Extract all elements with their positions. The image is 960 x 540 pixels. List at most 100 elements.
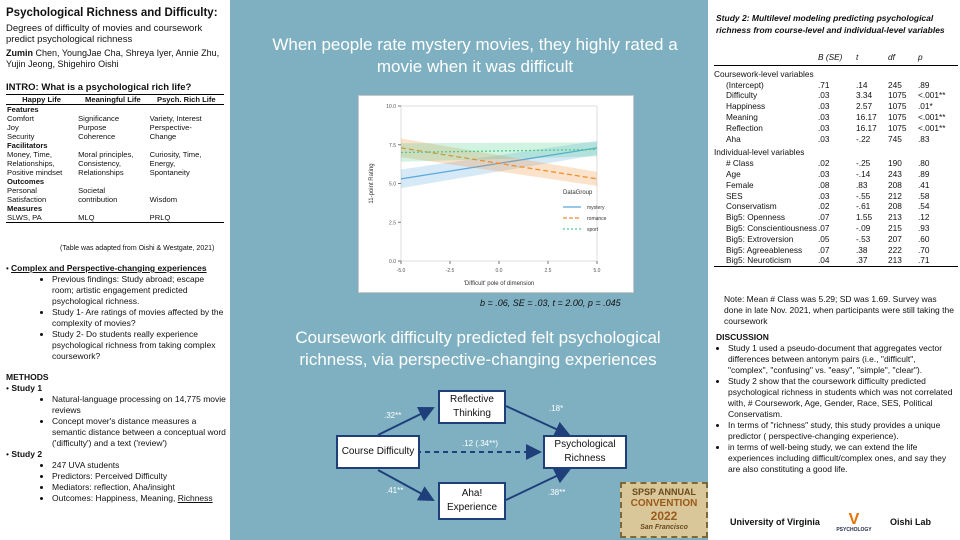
table-cell: -.55: [856, 190, 871, 201]
table-cell: .05: [818, 233, 830, 244]
col-header: B (SE): [818, 52, 856, 66]
mediation-arrows: [377, 405, 571, 501]
table-cell: contribution: [78, 195, 118, 204]
table-cell: Variety, Interest: [149, 114, 202, 123]
table-cell: -.14: [856, 168, 871, 179]
table-cell: 245: [888, 79, 902, 90]
study2-list: 247 UVA students Predictors: Perceived D…: [6, 460, 228, 504]
list-item: 247 UVA students: [52, 460, 228, 471]
arrow-course-aha: [377, 469, 435, 501]
table-row: Age .03 -.14 243 .89: [714, 169, 958, 180]
headline-study2: Coursework difficulty predicted felt psy…: [295, 328, 661, 369]
list-item: in terms of well-being study, we can ext…: [728, 442, 954, 475]
table-cell: Consistency,: [78, 159, 122, 168]
complex-heading: Complex and Perspective-changing experie…: [11, 263, 207, 273]
table-cell: .03: [818, 111, 830, 122]
table-row: Security Coherence Change: [6, 132, 224, 141]
col-header: df: [888, 52, 918, 66]
table-cell: Big5: Neuroticism: [714, 255, 818, 268]
discussion-section: DISCUSSION Study 1 used a pseudo-documen…: [716, 332, 954, 475]
y-tick-label: 0.0: [389, 259, 396, 265]
table-section-row: Facilitators: [6, 141, 224, 150]
intro-table-header: Happy Life Meaningful Life Psych. Rich L…: [6, 94, 224, 105]
series-line: [400, 148, 598, 154]
headline-study1: When people rate mystery movies, they hi…: [272, 35, 678, 76]
table-cell: .03: [818, 133, 830, 144]
table-cell: .03: [818, 190, 830, 201]
table-cell: 1075: [888, 111, 907, 122]
table-cell: .14: [856, 79, 868, 90]
regression-stat: b = .06, SE = .03, t = 2.00, p = .045: [480, 298, 621, 308]
left-column: [0, 0, 230, 540]
logo-psychology-text: PSYCHOLOGY: [836, 527, 872, 533]
table-cell: 745: [888, 133, 902, 144]
table-cell: Difficulty: [726, 90, 758, 101]
list-item: Previous findings: Study abroad; escape …: [52, 274, 228, 307]
table-row: Satisfaction contribution Wisdom: [6, 195, 224, 204]
discussion-heading: DISCUSSION: [716, 332, 769, 342]
table-section-row: Coursework-level variables: [714, 65, 958, 79]
table-cell: .07: [818, 212, 830, 223]
table-cell: 2.57: [856, 101, 873, 112]
table-cell: Big5: Extroversion: [726, 233, 794, 244]
node-psychological-richness: Psychological Richness: [543, 435, 627, 469]
table-cell: .89: [918, 79, 930, 90]
table-cell: .70: [918, 244, 930, 255]
table-cell: .71: [818, 79, 830, 90]
table-cell: Female: [726, 179, 754, 190]
arrow-aha-richness: [505, 468, 571, 501]
table-cell: .60: [918, 233, 930, 244]
table-row: Reflection .03 16.17 1075 <.001**: [714, 123, 958, 134]
y-tick-label: 2.5: [389, 220, 396, 226]
poster-subtitle: Degrees of difficulty of movies and cour…: [6, 23, 203, 45]
table-cell: 222: [888, 244, 902, 255]
table-cell: Happiness: [726, 101, 766, 112]
table-cell: Joy: [7, 123, 19, 132]
right-column: [708, 0, 960, 540]
table-cell: 213: [888, 212, 902, 223]
table-cell: .07: [818, 222, 830, 233]
confidence-band: [401, 142, 597, 162]
node-aha-experience: Aha! Experience: [438, 482, 506, 520]
table-cell: .37: [856, 255, 888, 268]
complex-list: Previous findings: Study abroad; escape …: [6, 274, 228, 362]
badge-city: San Francisco: [640, 524, 688, 531]
table-cell: .58: [918, 190, 930, 201]
table-cell: .71: [918, 255, 958, 268]
table-row: Meaning .03 16.17 1075 <.001**: [714, 112, 958, 123]
path-label-course-reflective: .32**: [384, 411, 402, 420]
table-row: Big5: Openness .07 1.55 213 .12: [714, 212, 958, 223]
table-section-row: Outcomes: [6, 177, 224, 186]
methods-heading: METHODS: [6, 372, 49, 382]
table-row: Big5: Agreeableness .07 .38 222 .70: [714, 245, 958, 256]
table-cell: 215: [888, 222, 902, 233]
col-header: t: [856, 52, 888, 66]
col-header: [714, 52, 818, 66]
table-cell: Conservatism: [726, 201, 777, 212]
table-cell: Relationships: [78, 168, 124, 177]
table-row: # Class .02 -.25 190 .80: [714, 158, 958, 169]
list-item: Study 2- Do students really experience p…: [52, 329, 228, 362]
table-cell: [149, 186, 224, 195]
table-cell: MLQ: [77, 213, 149, 223]
table-row: Aha .03 -.22 745 .83: [714, 134, 958, 145]
table-cell: <.001**: [918, 90, 946, 101]
legend-title: DataGroup: [563, 190, 593, 196]
series-line: [400, 147, 598, 180]
section-label: Individual-level variables: [714, 147, 805, 158]
methods-section: METHODS • Study 1 Natural-language proce…: [6, 372, 228, 504]
table-cell: PRLQ: [148, 213, 224, 223]
section-label: Coursework-level variables: [714, 68, 814, 79]
table-cell: .54: [918, 201, 930, 212]
table-cell: -.25: [856, 158, 871, 169]
table-cell: 243: [888, 168, 902, 179]
legend-label: mystery: [587, 205, 605, 211]
table-cell: Perspective-: [149, 123, 192, 132]
x-axis-label: 'Difficult' pole of dimension: [464, 281, 535, 287]
table-cell: Meaning: [726, 111, 758, 122]
table-cell: .41: [918, 179, 930, 190]
intro-col-header: Meaningful Life: [77, 94, 149, 105]
list-item: Predictors: Perceived Difficulty: [52, 471, 228, 482]
author-list: Zumin Chen, YoungJae Cha, Shreya Iyer, A…: [6, 48, 228, 70]
table-section-row: Individual-level variables: [714, 144, 958, 158]
